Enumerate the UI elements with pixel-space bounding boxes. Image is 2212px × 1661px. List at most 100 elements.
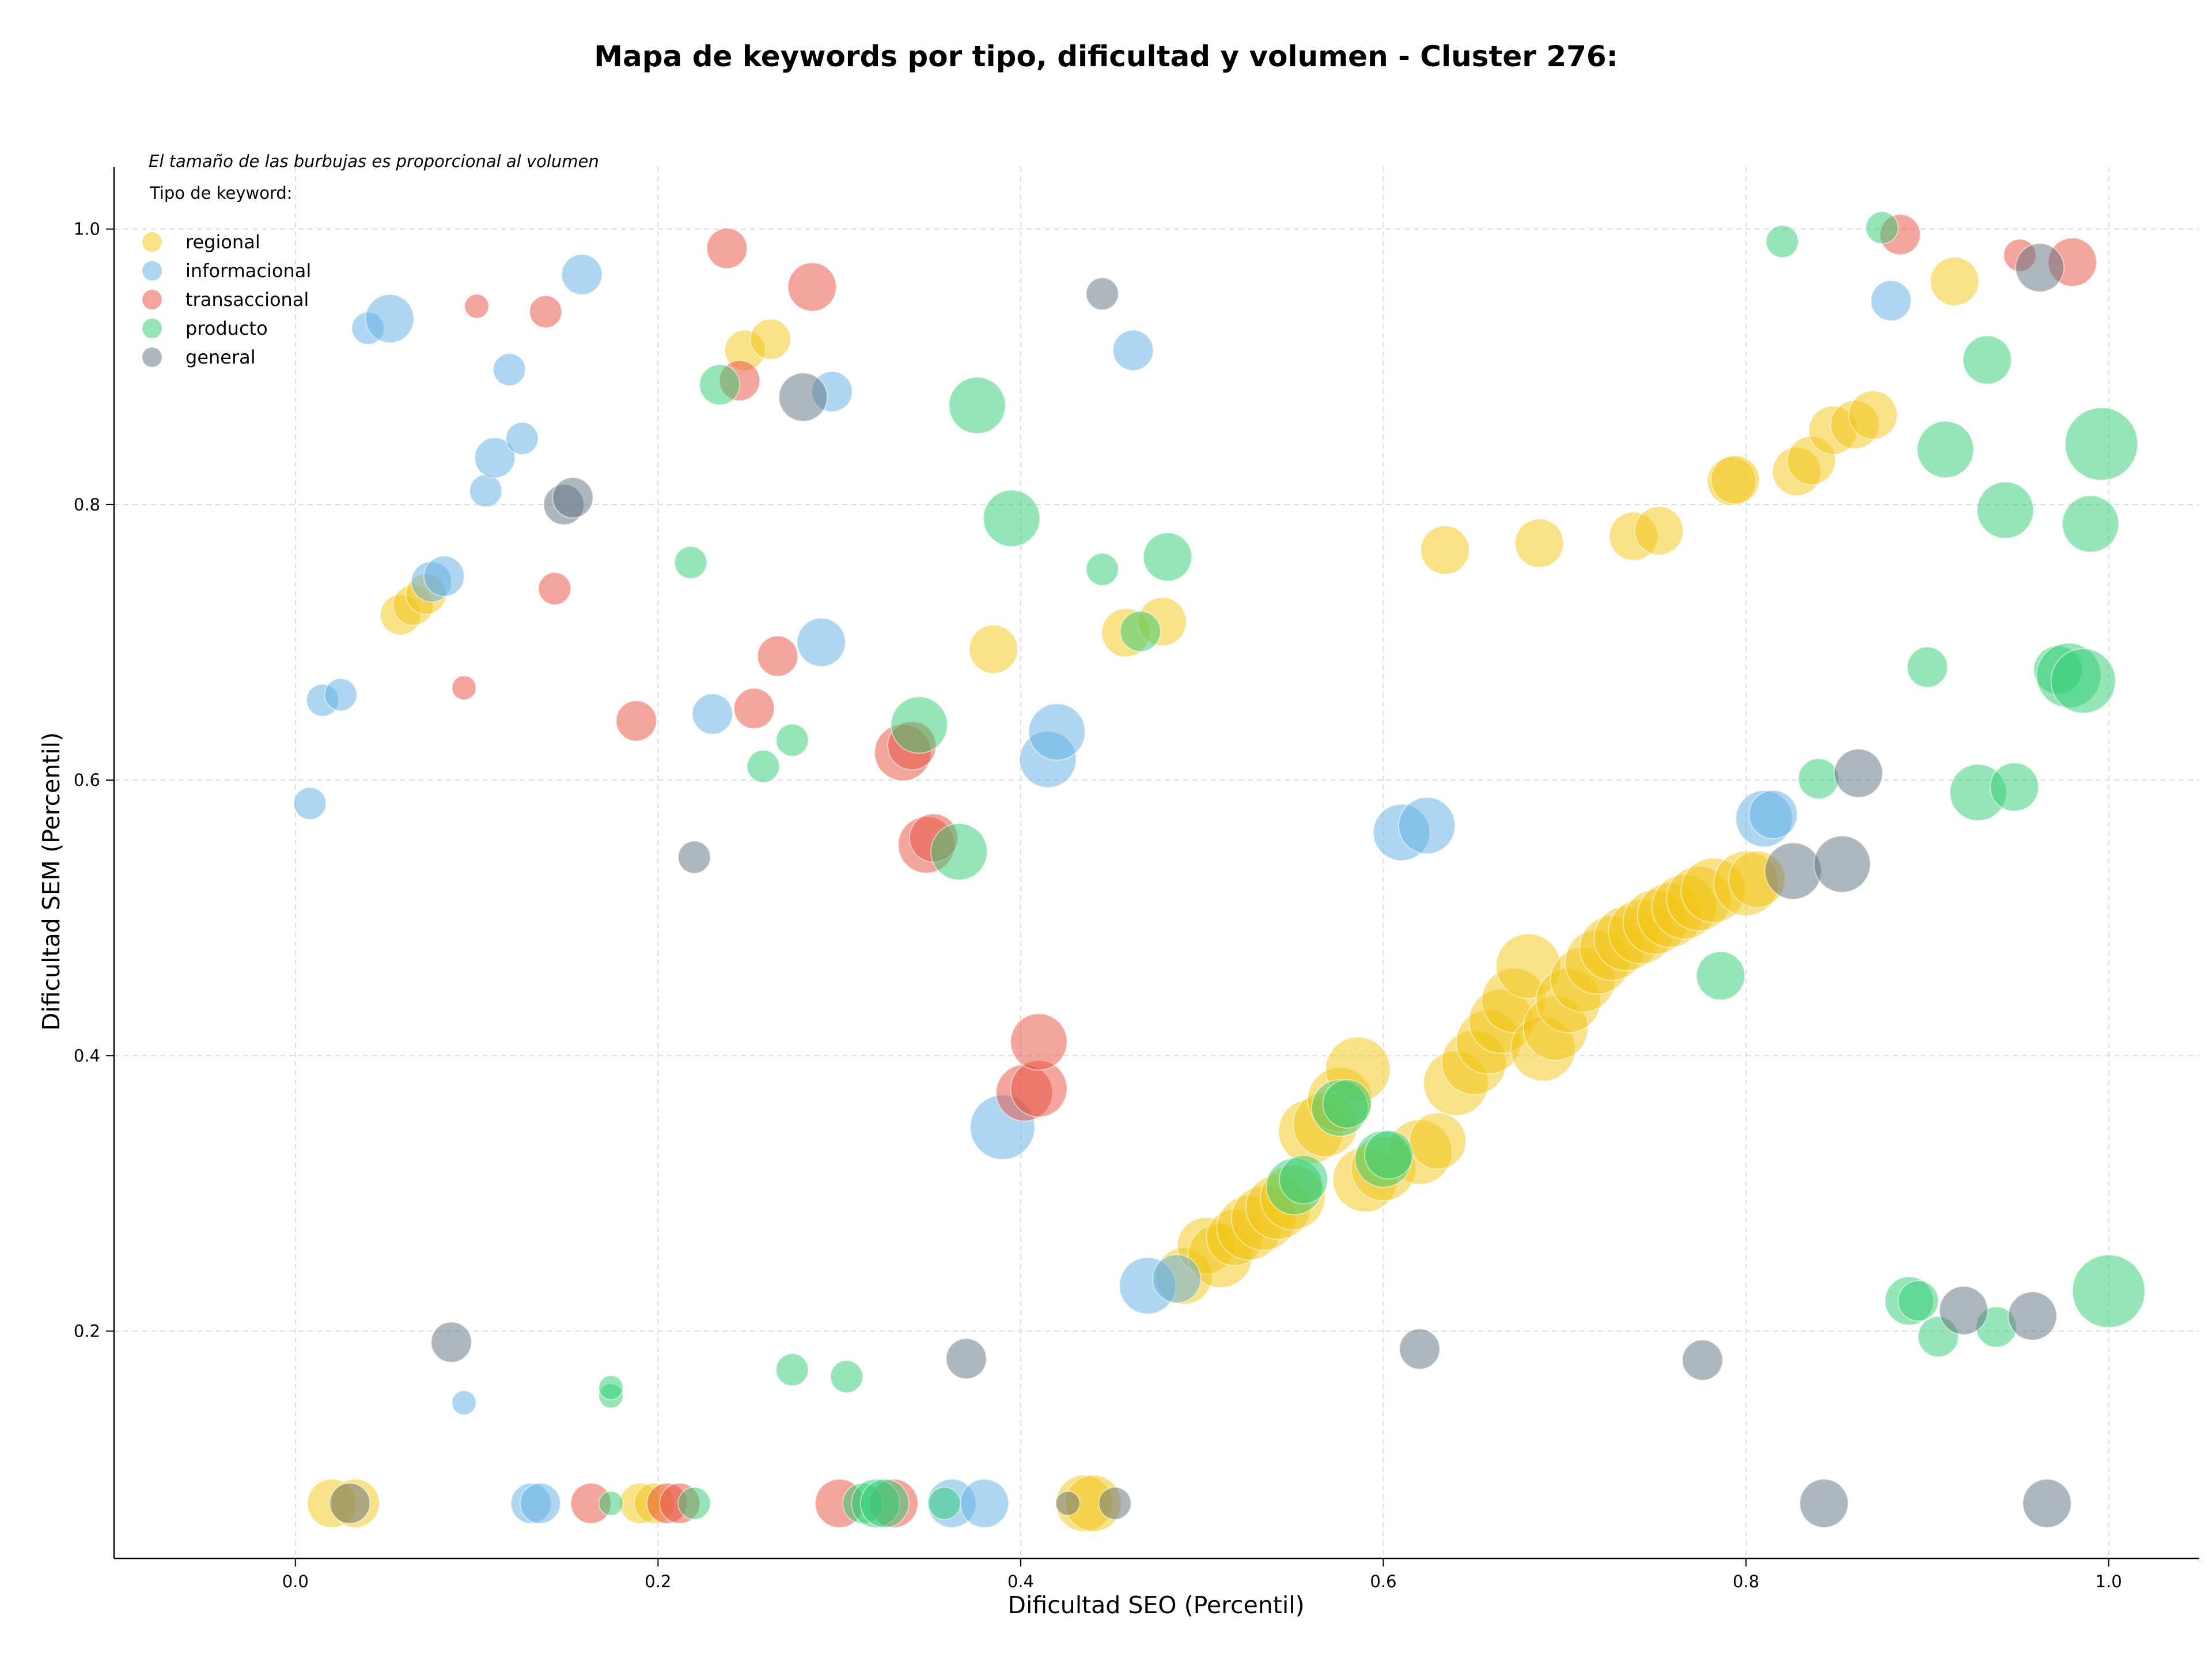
legend-marker-producto	[142, 319, 162, 338]
point-transaccional	[537, 572, 571, 606]
point-informacional	[365, 294, 415, 344]
point-general	[2014, 243, 2065, 293]
legend-title: Tipo de keyword:	[149, 183, 293, 203]
point-informacional	[324, 678, 358, 712]
point-informacional	[423, 555, 465, 597]
point-producto	[1906, 646, 1948, 688]
point-informacional	[505, 422, 539, 456]
point-general	[329, 1482, 371, 1524]
point-general	[1098, 1486, 1132, 1520]
y-tick-label: 0.8	[74, 495, 100, 514]
point-producto	[2050, 648, 2116, 714]
point-producto	[2062, 495, 2120, 553]
point-general	[552, 476, 594, 519]
point-producto	[830, 1360, 863, 1394]
point-producto	[699, 364, 741, 406]
legend-marker-regional	[142, 232, 162, 252]
point-informacional	[561, 253, 603, 296]
axes	[113, 167, 2199, 1560]
point-producto	[746, 750, 780, 784]
x-tick-label: 0.2	[645, 1572, 671, 1591]
point-transaccional	[706, 228, 748, 270]
point-producto	[1962, 335, 2012, 385]
point-regional	[1420, 525, 1470, 575]
point-transaccional	[464, 293, 490, 319]
point-general	[1399, 1328, 1441, 1370]
x-tick-label: 0.8	[1733, 1572, 1759, 1591]
point-general	[1938, 1285, 1988, 1335]
point-transaccional	[451, 675, 477, 701]
point-regional	[1514, 518, 1565, 568]
point-producto	[1085, 553, 1119, 587]
point-informacional	[1028, 703, 1086, 761]
point-producto	[1119, 610, 1161, 652]
y-tick-label: 1.0	[74, 220, 100, 239]
x-axis-label: Dificultad SEO (Percentil)	[1007, 1591, 1304, 1619]
point-general	[1085, 277, 1119, 311]
point-general	[430, 1321, 472, 1363]
legend: Tipo de keyword: regional informacional tr…	[142, 183, 311, 368]
point-informacional	[469, 474, 503, 508]
ticks: 0.0 0.2 0.4 0.6 0.8 1.0 0.2 0.4 0.6 0.8 1.0	[74, 220, 2122, 1591]
point-producto	[598, 1375, 624, 1401]
point-transaccional	[757, 635, 799, 677]
legend-marker-transaccional	[142, 290, 162, 309]
chart-title: Mapa de keywords por tipo, dificultad y …	[594, 40, 1618, 73]
point-regional	[968, 624, 1018, 674]
point-producto	[1278, 1155, 1328, 1205]
point-producto	[1989, 762, 2039, 812]
point-regional	[749, 318, 791, 360]
point-transaccional	[787, 262, 837, 312]
point-transaccional	[1010, 1013, 1068, 1071]
point-informacional	[1748, 789, 1798, 839]
legend-marker-informacional	[142, 261, 162, 281]
point-producto	[2065, 407, 2139, 481]
point-informacional	[1398, 796, 1456, 854]
legend-label-general: general	[185, 346, 256, 368]
point-producto	[775, 1353, 809, 1387]
y-axis-label: Dificultad SEM (Percentil)	[37, 732, 65, 1031]
point-producto	[1916, 421, 1975, 479]
point-informacional	[474, 437, 516, 479]
point-producto	[1142, 532, 1192, 582]
point-regional	[1930, 256, 1980, 307]
legend-label-informacional: informacional	[185, 260, 311, 282]
x-tick-label: 0.4	[1007, 1572, 1034, 1591]
point-general	[1055, 1490, 1081, 1516]
point-general	[1681, 1339, 1724, 1381]
point-informacional	[493, 353, 527, 387]
point-regional	[1710, 455, 1760, 505]
point-regional	[1634, 506, 1684, 556]
legend-label-producto: producto	[185, 317, 268, 339]
point-producto	[677, 1486, 711, 1520]
point-producto	[983, 489, 1041, 547]
point-general	[945, 1338, 987, 1380]
point-producto	[1976, 481, 2035, 539]
legend-marker-general	[142, 347, 162, 367]
x-tick-label: 0.6	[1370, 1572, 1396, 1591]
point-producto	[927, 1486, 961, 1520]
point-general	[1834, 748, 1884, 799]
point-informacional	[796, 617, 846, 667]
point-producto	[775, 723, 809, 757]
point-informacional	[1112, 330, 1154, 372]
point-producto	[2071, 1254, 2146, 1329]
bubble-size-note: El tamaño de las burbujas es proporciona…	[149, 152, 599, 171]
point-general	[1799, 1478, 1849, 1528]
point-producto	[1695, 951, 1745, 1001]
point-informacional	[1152, 1254, 1202, 1304]
point-transaccional	[615, 700, 657, 742]
point-general	[677, 840, 711, 874]
x-tick-label: 1.0	[2096, 1572, 2122, 1591]
grid	[114, 167, 2199, 1558]
y-tick-label: 0.4	[74, 1046, 100, 1065]
point-general	[2022, 1478, 2072, 1528]
point-producto	[930, 823, 988, 881]
point-regional	[1848, 390, 1898, 440]
legend-label-regional: regional	[185, 231, 260, 253]
point-general	[1813, 835, 1871, 893]
point-general	[2008, 1291, 2058, 1341]
point-informacional	[691, 693, 733, 735]
point-producto	[1897, 1280, 1940, 1322]
point-producto	[859, 1478, 910, 1528]
